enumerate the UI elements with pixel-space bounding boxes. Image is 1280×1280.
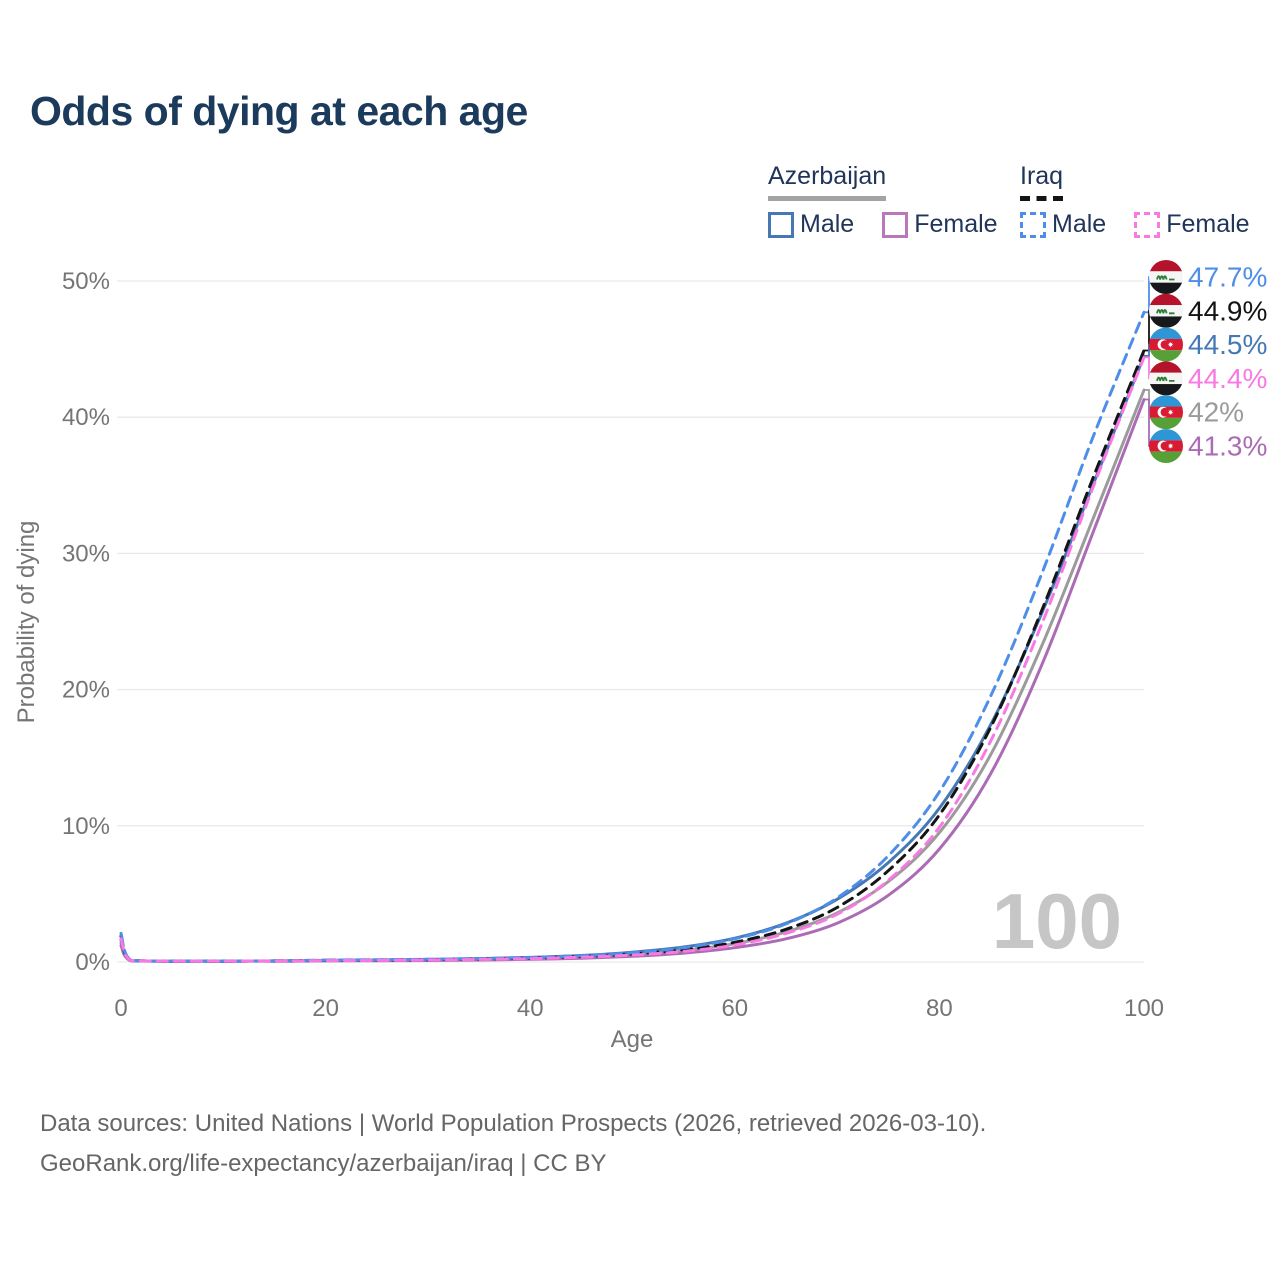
legend-country-iraq: Iraq: [1020, 162, 1064, 201]
y-tick-label: 30%: [62, 540, 110, 567]
end-label-value-iraq_total: 44.9%: [1188, 295, 1267, 326]
x-tick-label: 100: [1124, 995, 1164, 1022]
legend-swatch-azerbaijan-female-icon: [882, 211, 909, 238]
end-label-value-iraq_female: 44.4%: [1188, 363, 1267, 394]
legend-group-iraq: Iraq Male Female: [1020, 162, 1272, 239]
y-axis-title: Probability of dying: [13, 520, 40, 724]
end-label-value-iraq_male: 47.7%: [1188, 262, 1267, 293]
y-tick-label: 0%: [75, 949, 110, 976]
legend-swatch-iraq-female-icon: [1134, 211, 1161, 238]
x-tick-label: 60: [721, 995, 748, 1022]
legend-swatch-iraq-male-icon: [1020, 211, 1046, 238]
flag-iraq-icon: [1149, 361, 1183, 396]
legend-label-iraq-male: Male: [1052, 210, 1107, 238]
flag-azerbaijan-icon: [1149, 327, 1183, 362]
y-tick-label: 20%: [62, 677, 110, 704]
y-tick-label: 50%: [62, 268, 110, 295]
legend-swatch-azerbaijan-male-icon: [768, 211, 794, 238]
flag-iraq-icon: [1149, 293, 1183, 328]
footer-data-sources: Data sources: United Nations | World Pop…: [40, 1110, 987, 1137]
legend-label-iraq-female: Female: [1166, 210, 1250, 238]
legend-label-azerbaijan-female: Female: [914, 210, 998, 238]
end-label-value-az_female: 41.3%: [1188, 431, 1267, 462]
flag-azerbaijan-icon: [1149, 429, 1183, 463]
age-counter-watermark: 100: [992, 877, 1122, 965]
footer-attribution: GeoRank.org/life-expectancy/azerbaijan/i…: [40, 1150, 607, 1177]
flag-azerbaijan-icon: [1149, 395, 1183, 430]
end-label-value-az_male: 44.5%: [1188, 329, 1267, 360]
flag-iraq-icon: [1149, 260, 1183, 294]
legend-country-azerbaijan: Azerbaijan: [768, 162, 887, 201]
series-line-iraq_male: [119, 310, 1146, 963]
series-line-az_male: [119, 354, 1146, 963]
page-title: Odds of dying at each age: [30, 88, 528, 134]
y-tick-label: 40%: [62, 404, 110, 431]
series-line-az_female: [119, 398, 1146, 964]
chart-footer: Data sources: United Nations | World Pop…: [40, 1104, 986, 1184]
series-line-iraq_total: [119, 349, 1146, 963]
series-line-iraq_female: [119, 355, 1146, 963]
legend-group-azerbaijan: Azerbaijan Male Female: [768, 162, 1020, 239]
x-axis-title: Age: [610, 1026, 654, 1053]
legend-label-azerbaijan-male: Male: [800, 210, 855, 238]
x-tick-label: 80: [926, 995, 953, 1022]
x-tick-label: 0: [114, 995, 127, 1022]
end-label-value-az_total: 42%: [1188, 397, 1244, 428]
series-line-az_total: [119, 388, 1146, 963]
y-tick-label: 10%: [62, 813, 110, 840]
x-tick-label: 40: [517, 995, 544, 1022]
legend-items-azerbaijan: Male Female: [768, 210, 1020, 239]
x-tick-label: 20: [312, 995, 339, 1022]
legend-items-iraq: Male Female: [1020, 210, 1272, 239]
